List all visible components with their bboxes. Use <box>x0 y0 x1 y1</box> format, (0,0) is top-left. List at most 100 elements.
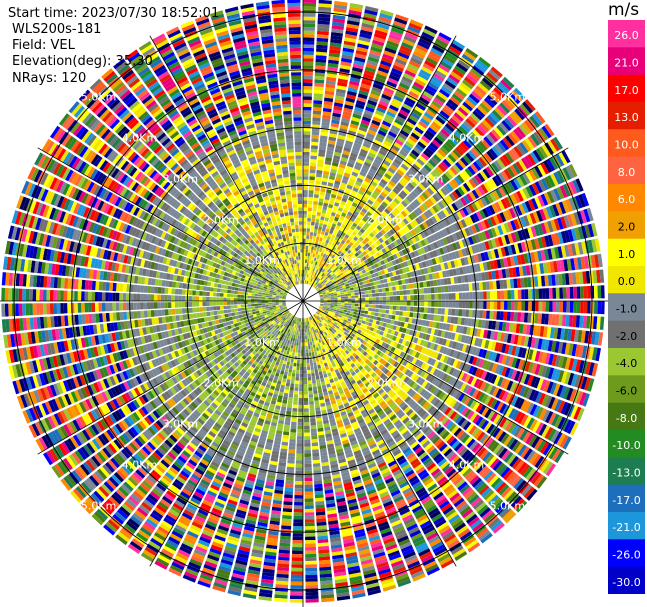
velocity-gate <box>486 133 496 145</box>
velocity-gate <box>483 182 492 192</box>
velocity-gate <box>328 52 340 58</box>
velocity-gate <box>495 84 508 96</box>
velocity-gate <box>455 87 468 98</box>
velocity-gate <box>418 120 428 129</box>
velocity-gate <box>427 198 434 207</box>
velocity-gate <box>334 266 339 271</box>
velocity-gate <box>470 147 480 158</box>
velocity-gate <box>361 269 367 274</box>
velocity-gate <box>472 161 482 171</box>
velocity-gate <box>304 460 312 464</box>
velocity-gate <box>476 211 483 221</box>
velocity-gate <box>562 301 567 313</box>
velocity-gate <box>482 168 491 179</box>
velocity-gate <box>416 123 426 132</box>
velocity-gate <box>314 480 323 485</box>
velocity-gate <box>357 43 369 50</box>
velocity-gate <box>379 63 391 71</box>
velocity-gate <box>304 415 310 419</box>
velocity-gate <box>437 264 442 271</box>
velocity-gate <box>465 283 470 291</box>
velocity-gate <box>336 291 341 294</box>
velocity-gate <box>395 285 400 291</box>
velocity-gate <box>456 128 466 138</box>
velocity-gate <box>317 288 321 292</box>
velocity-gate <box>472 129 482 140</box>
velocity-gate <box>316 287 320 291</box>
velocity-gate <box>304 494 314 499</box>
velocity-gate <box>306 349 309 353</box>
velocity-gate <box>308 270 311 275</box>
velocity-gate <box>404 254 410 261</box>
velocity-gate <box>513 177 522 189</box>
velocity-gate <box>340 294 345 297</box>
velocity-gate <box>324 288 329 291</box>
velocity-gate <box>317 20 330 25</box>
velocity-gate <box>383 217 390 224</box>
velocity-gate <box>321 272 325 277</box>
velocity-gate <box>314 351 318 356</box>
velocity-gate <box>381 313 386 318</box>
velocity-gate <box>321 283 326 287</box>
velocity-gate <box>477 105 488 116</box>
velocity-gate <box>437 308 442 315</box>
velocity-gate <box>314 72 325 77</box>
velocity-gate <box>435 272 440 279</box>
velocity-gate <box>314 187 320 192</box>
velocity-gate <box>318 263 322 267</box>
velocity-gate <box>320 268 324 272</box>
velocity-gate <box>336 289 340 292</box>
velocity-gate <box>408 90 420 99</box>
velocity-gate <box>298 398 303 402</box>
velocity-gate <box>414 126 424 135</box>
velocity-gate <box>307 211 312 215</box>
velocity-gate <box>364 214 370 220</box>
velocity-gate <box>385 309 390 314</box>
velocity-gate <box>343 272 348 277</box>
velocity-gate <box>462 170 471 180</box>
velocity-gate <box>431 75 443 85</box>
velocity-gate <box>309 232 314 236</box>
velocity-gate <box>440 187 448 196</box>
velocity-gate <box>448 301 453 308</box>
velocity-gate <box>396 301 401 306</box>
velocity-gate <box>493 160 503 171</box>
velocity-gate <box>381 143 391 151</box>
velocity-gate <box>343 279 348 283</box>
velocity-gate <box>545 288 550 299</box>
velocity-gate <box>382 292 387 297</box>
velocity-gate <box>413 250 420 257</box>
velocity-gate <box>560 216 567 229</box>
velocity-gate <box>341 282 345 286</box>
velocity-gate <box>327 233 332 238</box>
velocity-gate <box>522 172 531 185</box>
velocity-gate <box>374 136 384 143</box>
velocity-gate <box>426 236 433 244</box>
velocity-gate <box>372 253 378 259</box>
velocity-gate <box>462 207 470 217</box>
velocity-gate <box>547 175 556 188</box>
velocity-gate <box>312 275 316 280</box>
velocity-gate <box>467 165 476 176</box>
velocity-gate <box>316 247 320 252</box>
velocity-gate <box>315 273 319 277</box>
velocity-gate <box>513 87 526 100</box>
velocity-gate <box>542 301 546 312</box>
velocity-gate <box>387 107 398 115</box>
velocity-gate <box>465 309 470 317</box>
velocity-gate <box>506 311 511 321</box>
velocity-gate <box>373 139 382 146</box>
velocity-gate <box>303 68 314 73</box>
velocity-gate <box>310 278 313 282</box>
velocity-gate <box>470 224 478 234</box>
velocity-gate <box>291 567 303 572</box>
velocity-gate <box>350 311 354 314</box>
velocity-gate <box>317 283 321 287</box>
velocity-gate <box>343 242 349 247</box>
velocity-gate <box>462 182 471 192</box>
velocity-gate <box>372 142 381 149</box>
velocity-gate <box>387 37 401 45</box>
velocity-gate <box>409 221 416 229</box>
velocity-gate <box>325 247 330 252</box>
velocity-gate <box>356 158 364 165</box>
